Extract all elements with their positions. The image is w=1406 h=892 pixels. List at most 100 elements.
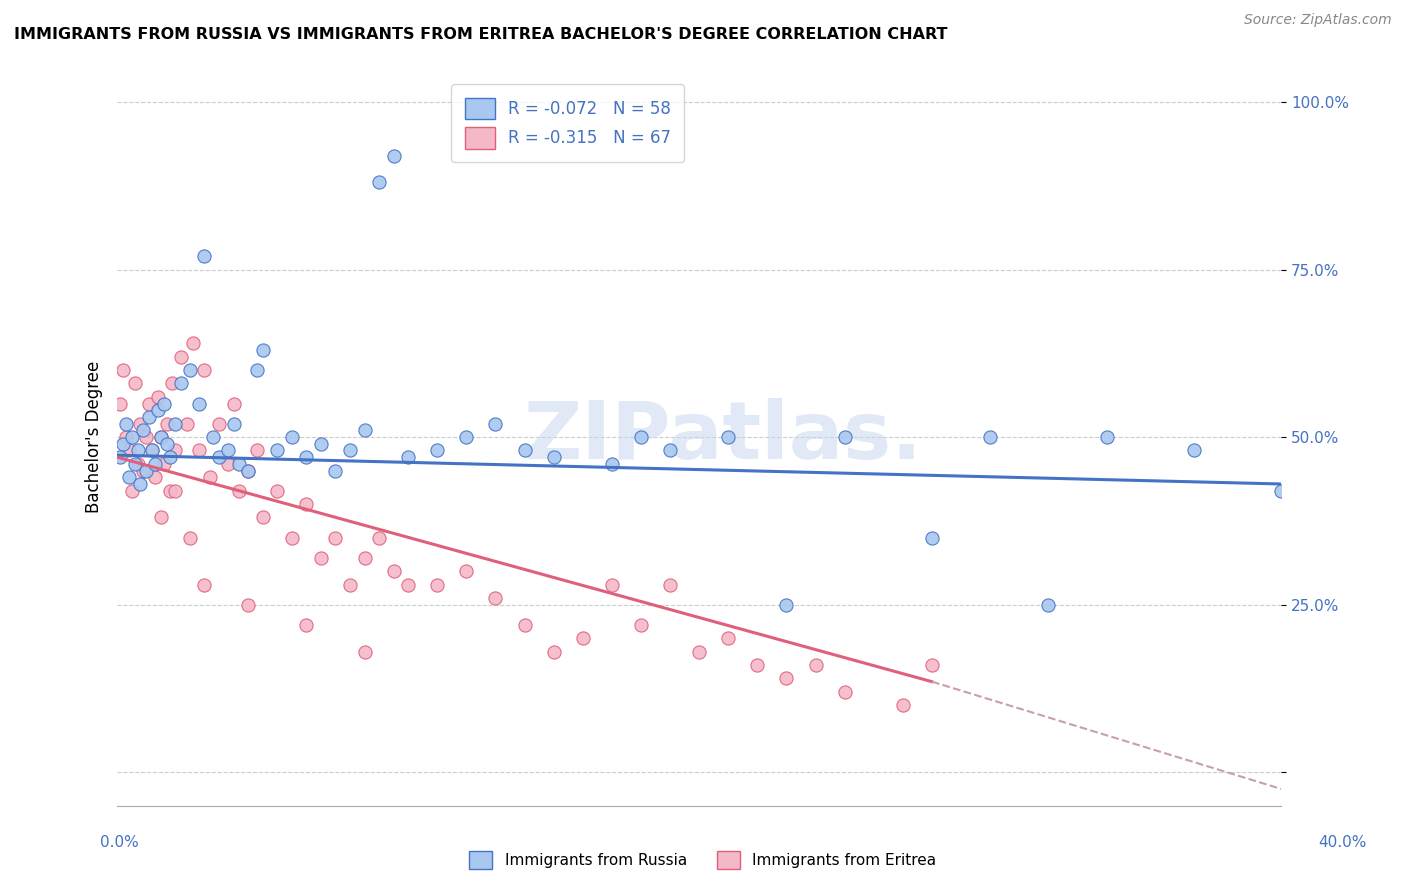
Point xyxy=(295,497,318,511)
Point xyxy=(159,483,181,498)
Point xyxy=(152,457,174,471)
Text: 40.0%: 40.0% xyxy=(1319,836,1367,850)
Point xyxy=(456,564,478,578)
Point xyxy=(252,510,274,524)
Point xyxy=(135,464,157,478)
Point xyxy=(325,464,347,478)
Point xyxy=(176,417,198,431)
Point xyxy=(193,249,215,263)
Point xyxy=(146,403,169,417)
Point xyxy=(193,363,215,377)
Point xyxy=(717,631,740,645)
Point xyxy=(187,396,209,410)
Text: ZIPatlas.: ZIPatlas. xyxy=(523,398,922,476)
Point xyxy=(138,409,160,424)
Point xyxy=(353,550,375,565)
Point xyxy=(146,390,169,404)
Point xyxy=(456,430,478,444)
Legend: Immigrants from Russia, Immigrants from Eritrea: Immigrants from Russia, Immigrants from … xyxy=(464,845,942,875)
Point xyxy=(159,450,181,465)
Point xyxy=(138,396,160,410)
Point xyxy=(543,644,565,658)
Point xyxy=(135,430,157,444)
Point xyxy=(118,443,141,458)
Point xyxy=(921,657,943,672)
Point xyxy=(236,464,259,478)
Point xyxy=(170,376,193,391)
Point xyxy=(165,443,187,458)
Y-axis label: Bachelor's Degree: Bachelor's Degree xyxy=(86,361,103,513)
Point xyxy=(108,450,131,465)
Point xyxy=(266,443,288,458)
Point xyxy=(200,470,222,484)
Point xyxy=(252,343,274,357)
Point xyxy=(246,363,269,377)
Point xyxy=(891,698,914,712)
Point xyxy=(124,457,146,471)
Point xyxy=(600,457,623,471)
Point xyxy=(571,631,593,645)
Point xyxy=(149,430,172,444)
Point xyxy=(1038,598,1060,612)
Point xyxy=(228,457,250,471)
Point xyxy=(111,437,134,451)
Point xyxy=(513,443,536,458)
Point xyxy=(156,417,179,431)
Point xyxy=(222,417,245,431)
Point xyxy=(775,598,797,612)
Point xyxy=(295,450,318,465)
Point xyxy=(717,430,740,444)
Point xyxy=(129,417,152,431)
Point xyxy=(775,671,797,685)
Point xyxy=(187,443,209,458)
Point xyxy=(543,450,565,465)
Point xyxy=(156,437,179,451)
Point xyxy=(281,531,304,545)
Point xyxy=(396,450,419,465)
Point xyxy=(382,564,405,578)
Point xyxy=(181,336,204,351)
Point xyxy=(804,657,827,672)
Point xyxy=(236,598,259,612)
Point xyxy=(202,430,225,444)
Point xyxy=(600,577,623,591)
Point xyxy=(217,457,239,471)
Point xyxy=(281,430,304,444)
Point xyxy=(141,443,163,458)
Point xyxy=(208,450,231,465)
Point xyxy=(353,644,375,658)
Point xyxy=(236,464,259,478)
Point xyxy=(353,423,375,437)
Point xyxy=(162,376,184,391)
Point xyxy=(513,617,536,632)
Text: 0.0%: 0.0% xyxy=(100,836,139,850)
Point xyxy=(165,417,187,431)
Point xyxy=(382,148,405,162)
Text: IMMIGRANTS FROM RUSSIA VS IMMIGRANTS FROM ERITREA BACHELOR'S DEGREE CORRELATION : IMMIGRANTS FROM RUSSIA VS IMMIGRANTS FRO… xyxy=(14,27,948,42)
Point xyxy=(921,531,943,545)
Point xyxy=(132,423,155,437)
Point xyxy=(228,483,250,498)
Point xyxy=(630,430,652,444)
Point xyxy=(193,577,215,591)
Point xyxy=(1095,430,1118,444)
Point xyxy=(108,396,131,410)
Point xyxy=(149,510,172,524)
Point xyxy=(339,443,361,458)
Point xyxy=(368,176,391,190)
Point xyxy=(127,457,149,471)
Point xyxy=(165,483,187,498)
Point xyxy=(630,617,652,632)
Point xyxy=(124,376,146,391)
Point xyxy=(246,443,269,458)
Point xyxy=(309,550,332,565)
Point xyxy=(115,417,138,431)
Point xyxy=(115,430,138,444)
Point xyxy=(179,531,201,545)
Point xyxy=(979,430,1001,444)
Point xyxy=(141,443,163,458)
Point xyxy=(834,430,856,444)
Point xyxy=(143,457,166,471)
Point xyxy=(659,443,682,458)
Point xyxy=(143,470,166,484)
